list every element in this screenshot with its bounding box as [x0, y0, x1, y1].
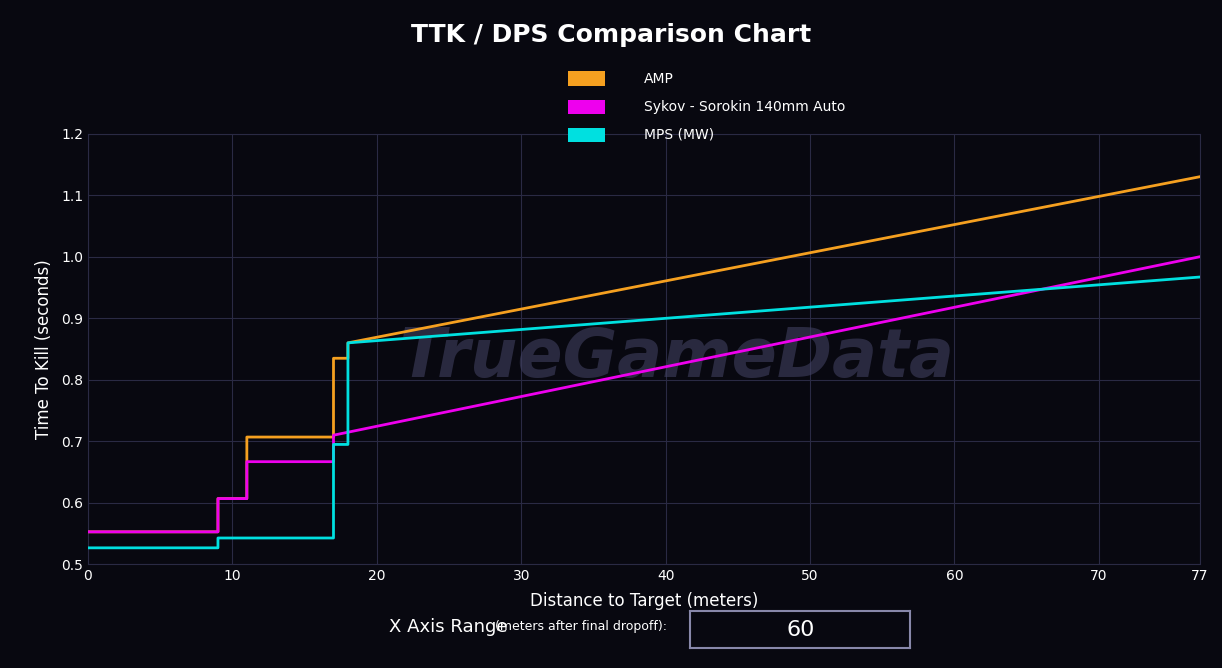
Text: TTK / DPS Comparison Chart: TTK / DPS Comparison Chart — [411, 23, 811, 47]
Text: MPS (MW): MPS (MW) — [644, 128, 714, 142]
Y-axis label: Time To Kill (seconds): Time To Kill (seconds) — [34, 259, 53, 439]
X-axis label: Distance to Target (meters): Distance to Target (meters) — [530, 592, 758, 610]
Text: Sykov - Sorokin 140mm Auto: Sykov - Sorokin 140mm Auto — [644, 100, 846, 114]
Text: TrueGameData: TrueGameData — [400, 325, 954, 391]
Text: X Axis Range: X Axis Range — [389, 618, 507, 635]
Text: 60: 60 — [786, 620, 815, 639]
Text: AMP: AMP — [644, 72, 673, 86]
Text: (meters after final dropoff):: (meters after final dropoff): — [495, 620, 667, 633]
